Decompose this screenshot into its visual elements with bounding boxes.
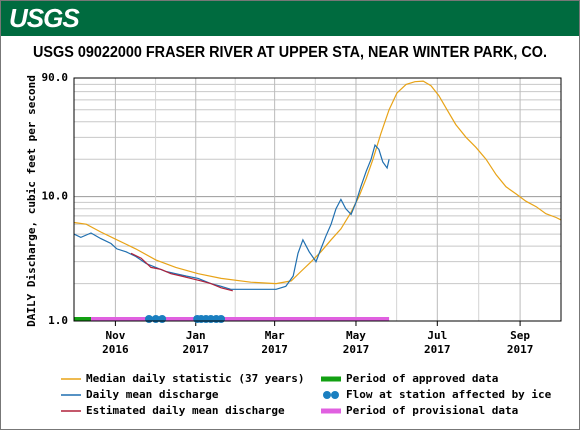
legend-label: Daily mean discharge [86,388,219,401]
ice-marker [217,315,226,323]
x-tick-label: Jul 2017 [424,329,451,356]
legend-label: Estimated daily mean discharge [86,404,285,417]
x-tick-label: May 2017 [342,329,370,356]
legend-label: Flow at station affected by ice [346,388,552,401]
x-tick-label: Jan 2017 [182,329,210,356]
legend-label: Period of provisional data [346,404,518,417]
period-bar [91,317,390,321]
legend-label: Median daily statistic (37 years) [86,372,305,385]
legend-swatch [331,391,339,399]
x-tick-label: Nov 2016 [102,329,129,356]
x-tick-label: Mar 2017 [261,329,288,356]
legend-swatch [321,376,341,382]
header-bar: USGS [1,1,579,36]
period-bar [74,317,92,321]
y-axis-label: DAILY Discharge, cubic feet per second [25,75,38,327]
ice-marker [144,315,153,323]
y-tick-label: 10.0 [42,190,69,203]
legend-swatch [323,391,331,399]
logo: USGS [9,3,80,33]
ice-marker [158,315,167,323]
legend-swatch [321,408,341,414]
x-tick-label: Sep 2017 [506,329,534,356]
series-line [73,80,562,285]
series-line [73,143,390,290]
y-tick-label: 90.0 [42,71,69,84]
y-tick-label: 1.0 [48,314,68,327]
chart-title: USGS 09022000 FRASER RIVER AT UPPER STA,… [33,44,547,61]
legend-label: Period of approved data [346,372,498,385]
series-line [130,252,233,292]
plot-frame [73,77,562,322]
